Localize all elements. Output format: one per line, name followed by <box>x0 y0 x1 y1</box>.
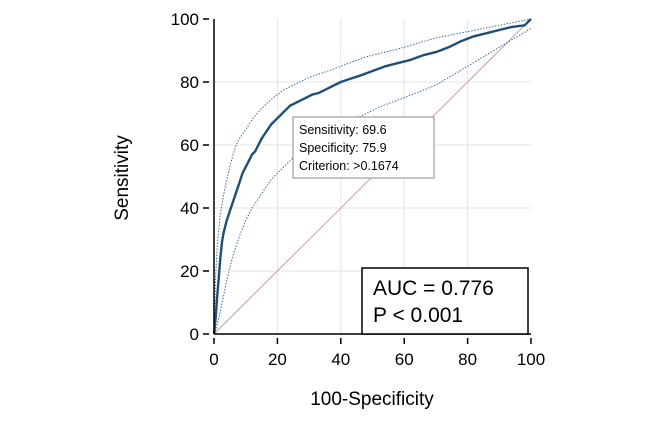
x-tick-label: 60 <box>395 350 414 369</box>
y-tick-label: 40 <box>180 199 199 218</box>
y-tick-label: 80 <box>180 73 199 92</box>
roc-curve <box>212 18 532 335</box>
y-tick-label: 20 <box>180 262 199 281</box>
ci-upper-line <box>213 18 532 335</box>
y-axis-title: Sensitivity <box>112 135 133 221</box>
callout-box <box>292 116 435 179</box>
x-tick-label: 40 <box>331 350 350 369</box>
auc-box-frame <box>361 267 529 335</box>
y-tick-label: 100 <box>171 10 199 29</box>
callout-line-specificity: Specificity: 75.9 <box>299 141 387 155</box>
auc-value: AUC = 0.776 <box>373 277 494 300</box>
y-tick-label: 60 <box>180 136 199 155</box>
x-tick-label: 0 <box>209 350 218 369</box>
callout-line-criterion: Criterion: >0.1674 <box>299 159 399 173</box>
roc-line <box>212 18 532 335</box>
auc-annotation: AUC = 0.776 P < 0.001 <box>361 267 529 335</box>
criterion-callout: Sensitivity: 69.6 Specificity: 75.9 Crit… <box>292 116 435 179</box>
x-tick-label: 20 <box>268 350 287 369</box>
x-tick-label: 80 <box>458 350 477 369</box>
y-tick-label: 0 <box>190 325 199 344</box>
axis-ticks: 0 20 40 60 80 100 0 20 40 60 80 100 <box>171 10 546 369</box>
x-axis-title: 100-Specificity <box>310 389 434 410</box>
p-value: P < 0.001 <box>373 304 463 327</box>
callout-line-sensitivity: Sensitivity: 69.6 <box>299 123 387 137</box>
x-tick-label: 100 <box>517 350 545 369</box>
